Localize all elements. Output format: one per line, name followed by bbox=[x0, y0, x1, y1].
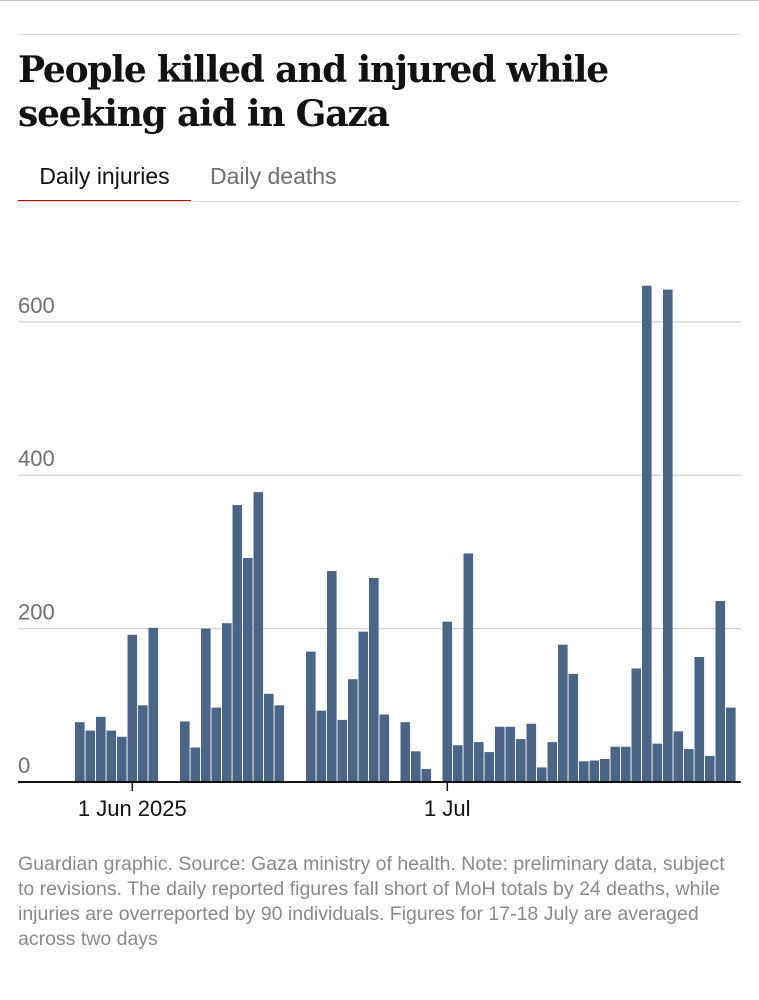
bar-2025-07-22 bbox=[663, 289, 673, 782]
bar-2025-07-25 bbox=[694, 656, 705, 782]
bar-2025-07-18 bbox=[621, 746, 631, 782]
bar-2025-07-28 bbox=[726, 707, 736, 782]
bar-2025-06-14 bbox=[264, 693, 274, 782]
bar-2025-07-05 bbox=[484, 752, 495, 782]
bars bbox=[75, 285, 736, 782]
bar-2025-06-01 bbox=[127, 634, 138, 782]
bar-2025-07-09 bbox=[526, 723, 537, 782]
bar-2025-06-19 bbox=[316, 710, 327, 782]
bar-2025-06-12 bbox=[243, 558, 253, 782]
bar-2025-06-02 bbox=[138, 705, 148, 782]
bar-2025-06-11 bbox=[232, 505, 243, 782]
x-tick-label-2025-07-01: 1 Jul bbox=[424, 796, 470, 821]
bar-2025-06-15 bbox=[274, 705, 285, 782]
bar-2025-07-06 bbox=[495, 726, 505, 782]
title-rule bbox=[18, 34, 741, 35]
bar-2025-07-24 bbox=[684, 749, 694, 782]
metric-tabs: Daily injuries Daily deaths bbox=[18, 150, 741, 202]
bar-2025-07-01 bbox=[442, 621, 453, 782]
bar-2025-07-04 bbox=[474, 742, 484, 782]
chart-title: People killed and injured while seeking … bbox=[18, 49, 609, 135]
bar-2025-07-17 bbox=[610, 746, 621, 782]
bar-2025-07-11 bbox=[547, 742, 558, 782]
gridlines: 0 200 400 600 bbox=[18, 293, 741, 778]
bar-2025-06-09 bbox=[211, 707, 222, 782]
tab-daily-deaths[interactable]: Daily deaths bbox=[210, 163, 337, 189]
x-tick-label-2025-06-01: 1 Jun 2025 bbox=[78, 796, 187, 821]
y-tick-label-200: 200 bbox=[18, 600, 55, 625]
bar-2025-06-22 bbox=[348, 679, 358, 782]
source-footnote: Guardian graphic. Source: Gaza ministry … bbox=[18, 853, 725, 950]
injuries-bar-chart: 0 200 400 600 1 Jun 2025 1 Jul bbox=[18, 285, 741, 821]
bar-2025-07-12 bbox=[558, 644, 568, 782]
bar-2025-06-29 bbox=[421, 768, 432, 782]
bar-2025-06-25 bbox=[379, 714, 390, 782]
tab-daily-injuries[interactable]: Daily injuries bbox=[18, 150, 191, 202]
bar-2025-07-13 bbox=[568, 673, 579, 782]
bar-2025-06-06 bbox=[180, 721, 190, 782]
bar-2025-06-10 bbox=[222, 623, 232, 782]
bar-2025-05-29 bbox=[96, 716, 106, 782]
y-tick-label-0: 0 bbox=[18, 753, 30, 778]
bar-2025-07-14 bbox=[579, 761, 589, 782]
tabs-rule bbox=[18, 201, 741, 202]
bar-2025-07-20 bbox=[642, 285, 652, 782]
bar-2025-07-07 bbox=[505, 726, 516, 782]
bar-2025-07-27 bbox=[715, 600, 726, 782]
bar-2025-06-18 bbox=[306, 651, 316, 782]
bar-2025-07-21 bbox=[652, 743, 663, 782]
bar-2025-05-27 bbox=[75, 722, 85, 782]
bar-2025-06-24 bbox=[369, 577, 379, 782]
bar-2025-07-23 bbox=[673, 731, 684, 782]
top-rule bbox=[0, 0, 759, 1]
bar-2025-07-08 bbox=[516, 739, 526, 782]
bar-2025-07-19 bbox=[631, 668, 642, 782]
bar-2025-07-15 bbox=[589, 760, 600, 782]
bar-2025-06-03 bbox=[148, 627, 159, 782]
x-axis: 1 Jun 2025 1 Jul bbox=[18, 781, 741, 821]
bar-2025-05-28 bbox=[85, 730, 96, 782]
bar-2025-06-23 bbox=[358, 631, 369, 782]
bar-2025-05-30 bbox=[106, 730, 117, 782]
bar-2025-07-02 bbox=[453, 745, 463, 782]
bar-2025-06-28 bbox=[411, 751, 421, 782]
y-tick-label-600: 600 bbox=[18, 293, 55, 318]
bar-2025-06-08 bbox=[201, 628, 211, 782]
bar-2025-06-27 bbox=[400, 722, 411, 782]
bar-2025-07-03 bbox=[463, 553, 474, 782]
bar-2025-07-16 bbox=[600, 758, 610, 782]
y-tick-label-400: 400 bbox=[18, 446, 55, 471]
bar-2025-06-20 bbox=[327, 571, 337, 782]
bar-2025-06-07 bbox=[190, 747, 201, 782]
bar-2025-06-21 bbox=[337, 719, 348, 782]
bar-2025-06-13 bbox=[253, 492, 264, 782]
bar-2025-07-26 bbox=[705, 755, 715, 782]
bar-2025-07-10 bbox=[537, 767, 547, 782]
bar-2025-05-31 bbox=[117, 736, 127, 782]
